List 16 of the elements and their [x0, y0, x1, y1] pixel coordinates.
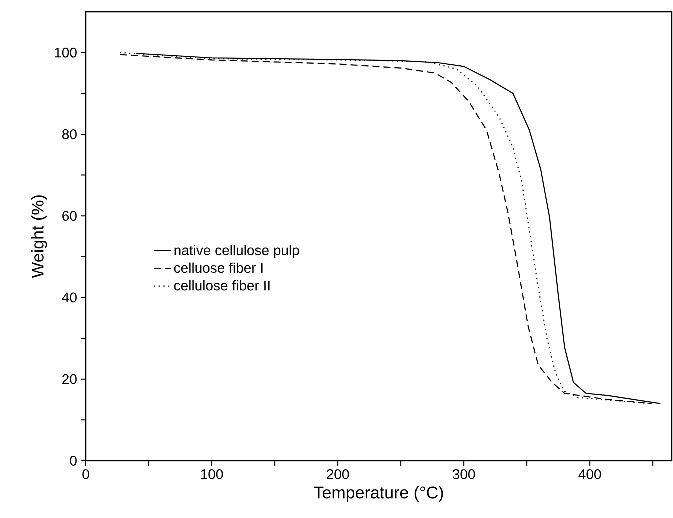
- x-tick-label: 400: [578, 470, 602, 480]
- legend-label: cellulose fiber II: [174, 280, 270, 291]
- y-tick-label: 20: [62, 374, 77, 384]
- y-tick-label: 0: [70, 456, 77, 466]
- x-tick-label: 0: [82, 470, 90, 480]
- x-axis-title: Temperature (°C): [314, 486, 444, 502]
- y-axis-title: Weight (%): [31, 196, 48, 278]
- x-tick-label: 300: [452, 470, 476, 480]
- y-tick-label: 80: [62, 129, 77, 140]
- x-tick-label: 100: [201, 470, 224, 480]
- legend-label: celluose fiber I: [174, 262, 263, 274]
- y-tick-label: 100: [55, 48, 77, 58]
- y-tick-label: 40: [62, 292, 77, 303]
- y-tick-label: 60: [62, 211, 77, 222]
- x-tick-label: 200: [327, 470, 350, 480]
- legend-label: native cellulose pulp: [174, 245, 300, 258]
